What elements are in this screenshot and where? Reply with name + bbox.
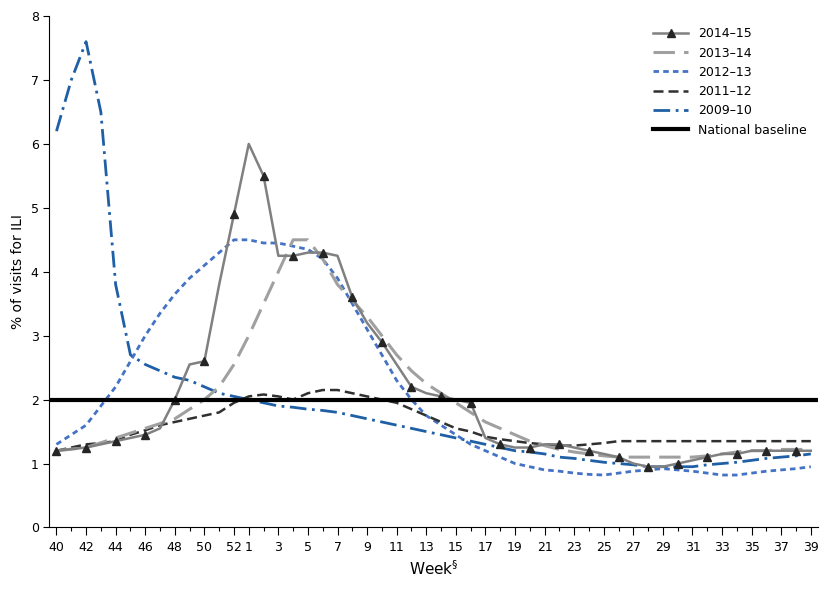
X-axis label: Week$^{\S}$: Week$^{\S}$ xyxy=(409,559,459,578)
Legend: 2014–15, 2013–14, 2012–13, 2011–12, 2009–10, National baseline: 2014–15, 2013–14, 2012–13, 2011–12, 2009… xyxy=(648,22,812,141)
Y-axis label: % of visits for ILI: % of visits for ILI xyxy=(11,214,25,329)
